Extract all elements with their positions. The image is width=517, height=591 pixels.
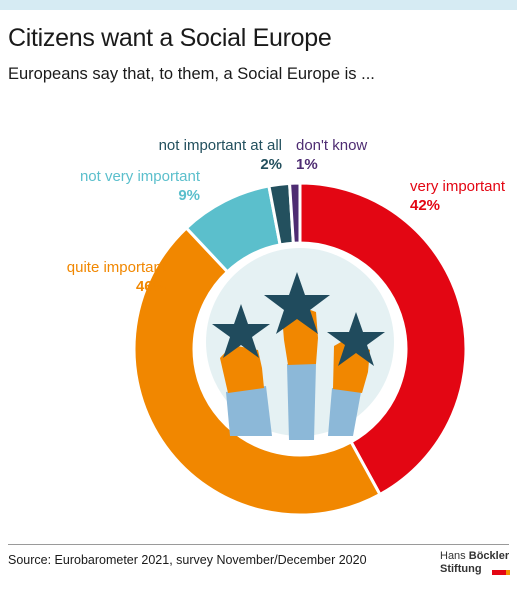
label-not-very-important-text: not very important [79, 168, 200, 185]
label-quite-important-value: 46% [135, 278, 166, 295]
star-right [327, 312, 385, 366]
star-middle [264, 272, 330, 334]
sleeve-right [328, 388, 361, 436]
label-quite-important: quite important 46% [30, 258, 166, 296]
label-not-very-important-value: 9% [178, 187, 200, 204]
slice-don-t-know [287, 181, 302, 245]
chart-title: Citizens want a Social Europe [8, 24, 332, 52]
label-not-important-at-all-text: not important at all [158, 137, 282, 154]
slice-quite-important [132, 225, 383, 517]
logo-mark-red [492, 570, 506, 575]
logo-line1-a: Hans [440, 550, 466, 562]
label-very-important-text: very important [410, 178, 506, 195]
label-quite-important-text: quite important [66, 259, 166, 276]
hands-holding-stars-icon [206, 248, 394, 440]
logo-line2: Stiftung [440, 563, 482, 575]
chart-subtitle: Europeans say that, to them, a Social Eu… [8, 65, 375, 83]
label-dont-know: don't know 1% [296, 136, 367, 174]
source-note: Source: Eurobarometer 2021, survey Novem… [8, 553, 367, 567]
label-dont-know-value: 1% [296, 156, 318, 173]
label-not-important-at-all: not important at all 2% [140, 136, 282, 174]
label-not-very-important: not very important 9% [60, 167, 200, 205]
star-left [212, 304, 270, 358]
footer-divider [8, 544, 509, 545]
top-band [0, 0, 517, 10]
slice-very-important [298, 181, 468, 497]
label-dont-know-text: don't know [296, 137, 368, 154]
logo-mark-orange [506, 570, 510, 575]
hans-boeckler-logo: Hans Böckler Stiftung [440, 550, 510, 584]
donut-slices [132, 181, 468, 517]
donut-chart [132, 181, 468, 517]
label-not-important-at-all-value: 2% [260, 156, 282, 173]
logo-line1-b: Böckler [468, 550, 510, 562]
label-very-important-value: 42% [410, 197, 441, 214]
logo-line1: Hans Böckler [440, 550, 509, 562]
sleeve-middle [287, 364, 316, 440]
label-very-important: very important 42% [410, 177, 505, 215]
sleeve-left [226, 386, 272, 436]
hand-left [220, 345, 264, 393]
